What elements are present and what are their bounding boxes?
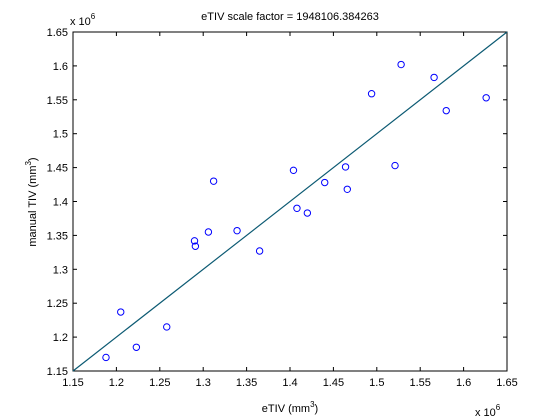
x-tick-label: 1.3 — [196, 377, 211, 389]
x-tick-label: 1.2 — [109, 377, 124, 389]
x-tick-label: 1.55 — [409, 377, 430, 389]
y-axis-multiplier: x 106 — [70, 12, 96, 28]
data-point — [102, 353, 110, 362]
data-point — [391, 161, 399, 170]
data-point — [321, 178, 329, 187]
data-point — [482, 94, 490, 102]
data-point — [367, 89, 376, 98]
data-point — [191, 242, 200, 250]
data-point — [341, 163, 350, 171]
x-axis: 1.15 1.2 1.25 1.3 1.35 1.4 1.45 1.5 1.55 1.6 1.65 — [62, 32, 518, 389]
x-axis-multiplier: x 106 — [475, 403, 501, 419]
x-tick-label: 1.6 — [456, 377, 471, 389]
data-point — [233, 226, 241, 235]
y-tick-label: 1.35 — [47, 230, 68, 242]
y-tick-label: 1.45 — [47, 163, 68, 175]
y-tick-label: 1.5 — [53, 129, 68, 141]
x-tick-label: 1.4 — [282, 377, 297, 389]
data-point — [289, 166, 298, 175]
data-point — [163, 323, 171, 331]
data-point — [430, 73, 438, 82]
x-tick-label: 1.15 — [62, 377, 83, 389]
x-tick-label: 1.45 — [323, 377, 344, 389]
data-point — [117, 308, 125, 316]
chart-title: eTIV scale factor = 1948106.384263 — [201, 11, 379, 23]
y-tick-label: 1.6 — [53, 61, 68, 73]
data-point — [397, 60, 405, 69]
data-point — [255, 247, 264, 255]
y-tick-label: 1.15 — [47, 366, 68, 378]
data-point — [132, 343, 141, 351]
y-tick-label: 1.4 — [53, 197, 68, 209]
x-tick-label: 1.25 — [149, 377, 170, 389]
data-point — [343, 185, 351, 193]
data-point — [293, 204, 301, 212]
y-axis-title: manual TIV (mm3) — [24, 157, 39, 246]
x-axis-title: eTIV (mm3) — [262, 400, 318, 415]
y-tick-label: 1.65 — [47, 27, 68, 39]
data-point — [204, 228, 213, 236]
y-axis: 1.15 1.2 1.25 1.3 1.35 1.4 1.45 1.5 1.55 1.6 1.65 — [47, 27, 507, 378]
data-point — [442, 106, 450, 115]
fit-line — [72, 31, 508, 372]
x-tick-label: 1.65 — [496, 377, 517, 389]
data-point — [190, 237, 199, 245]
x-tick-label: 1.35 — [236, 377, 257, 389]
x-tick-label: 1.5 — [369, 377, 384, 389]
y-tick-label: 1.25 — [47, 298, 68, 310]
data-layer — [72, 31, 508, 372]
y-tick-label: 1.2 — [53, 332, 68, 344]
y-tick-label: 1.3 — [53, 264, 68, 276]
data-point — [303, 209, 312, 217]
y-tick-label: 1.55 — [47, 95, 68, 107]
data-point — [209, 177, 218, 185]
